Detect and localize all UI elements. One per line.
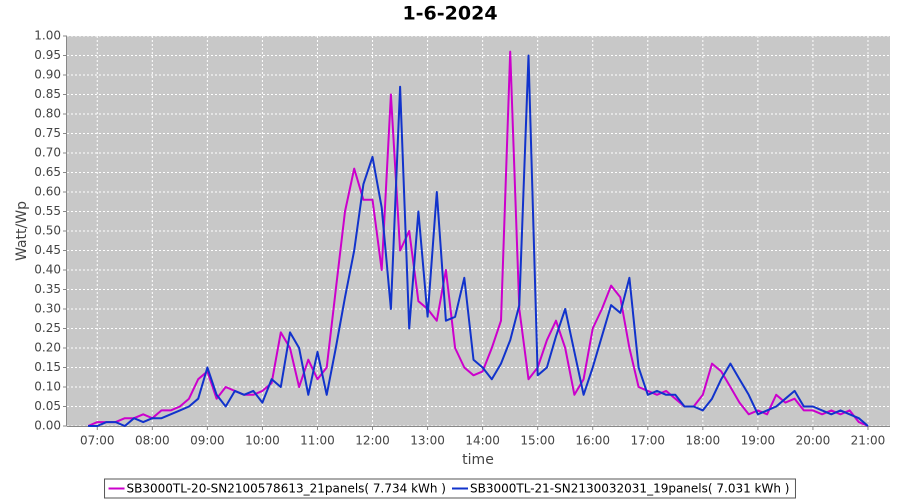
y-tick-label: 0.45 bbox=[34, 243, 61, 257]
y-tick-label: 0.85 bbox=[34, 87, 61, 101]
x-tick-label: 08:00 bbox=[135, 434, 170, 448]
x-tick-label: 20:00 bbox=[796, 434, 831, 448]
y-tick-label: 0.65 bbox=[34, 165, 61, 179]
x-axis-label: time bbox=[462, 452, 494, 468]
y-tick-label: 0.55 bbox=[34, 204, 61, 218]
x-tick-label: 15:00 bbox=[520, 434, 555, 448]
y-tick-label: 0.80 bbox=[34, 107, 61, 121]
x-tick-label: 07:00 bbox=[80, 434, 115, 448]
y-tick-label: 0.90 bbox=[34, 68, 61, 82]
plot-area bbox=[67, 36, 890, 426]
x-tick-label: 19:00 bbox=[741, 434, 776, 448]
x-tick-label: 14:00 bbox=[465, 434, 500, 448]
x-tick-label: 16:00 bbox=[575, 434, 610, 448]
y-tick-label: 0.30 bbox=[34, 302, 61, 316]
y-tick-label: 0.50 bbox=[34, 224, 61, 238]
y-tick-label: 0.00 bbox=[34, 419, 61, 433]
y-tick-label: 0.10 bbox=[34, 380, 61, 394]
x-tick-label: 12:00 bbox=[355, 434, 390, 448]
y-axis-label: Watt/Wp bbox=[14, 201, 30, 261]
y-tick-label: 0.60 bbox=[34, 185, 61, 199]
x-tick-label: 17:00 bbox=[630, 434, 665, 448]
y-tick-label: 0.40 bbox=[34, 263, 61, 277]
x-tick-label: 11:00 bbox=[300, 434, 335, 448]
y-tick-label: 0.95 bbox=[34, 48, 61, 62]
legend-text: SB3000TL-20-SN2100578613_21panels( 7.734… bbox=[127, 482, 446, 496]
legend-box bbox=[104, 478, 796, 499]
y-tick-label: 0.25 bbox=[34, 321, 61, 335]
x-tick-label: 10:00 bbox=[245, 434, 280, 448]
x-tick-label: 09:00 bbox=[190, 434, 225, 448]
y-tick-label: 0.15 bbox=[34, 360, 61, 374]
legend: SB3000TL-20-SN2100578613_21panels( 7.734… bbox=[104, 478, 796, 499]
y-tick-label: 0.20 bbox=[34, 341, 61, 355]
legend-text: SB3000TL-21-SN2130032031_19panels( 7.031… bbox=[470, 482, 789, 496]
x-tick-label: 18:00 bbox=[686, 434, 721, 448]
y-tick-label: 0.05 bbox=[34, 399, 61, 413]
y-tick-label: 0.35 bbox=[34, 282, 61, 296]
y-tick-label: 0.75 bbox=[34, 126, 61, 140]
x-tick-label: 21:00 bbox=[851, 434, 886, 448]
y-tick-label: 0.70 bbox=[34, 146, 61, 160]
x-tick-label: 13:00 bbox=[410, 434, 445, 448]
chart-title: 1-6-2024 bbox=[402, 3, 497, 25]
series-line bbox=[88, 54, 869, 427]
y-tick-label: 1.00 bbox=[34, 29, 61, 43]
